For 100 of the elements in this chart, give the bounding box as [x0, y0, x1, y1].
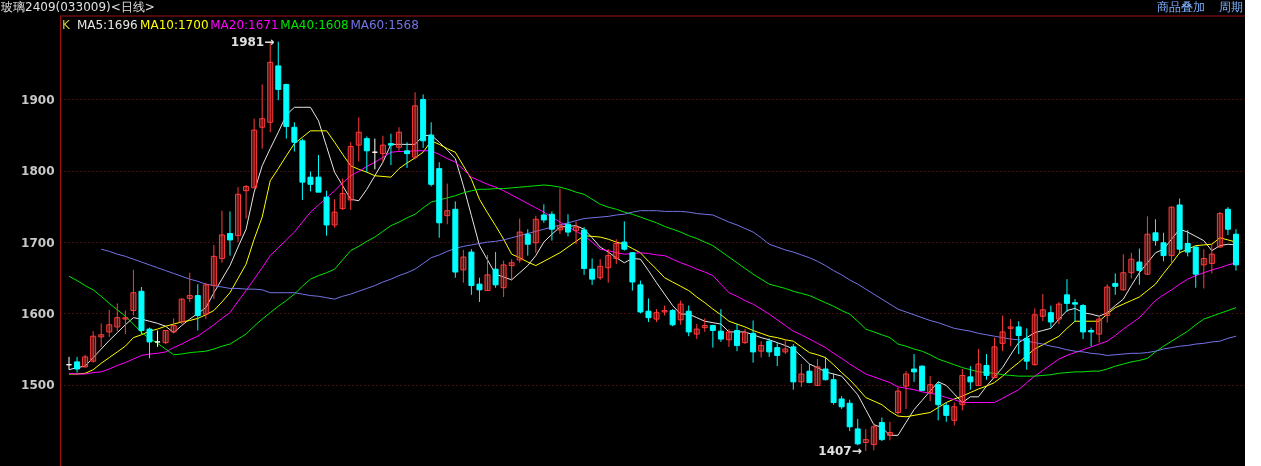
candlestick [991, 337, 998, 379]
candlestick [1063, 278, 1070, 313]
candlestick [1023, 327, 1030, 371]
candlestick [975, 348, 982, 387]
candlestick [1144, 215, 1151, 276]
y-tick-label: 1500 [21, 378, 55, 393]
candlestick [1039, 293, 1046, 322]
y-tick-label: 1900 [21, 92, 55, 107]
candlestick [597, 258, 604, 281]
candlestick [379, 135, 386, 163]
candlestick [693, 323, 700, 340]
candlestick [122, 310, 129, 335]
chart-title: 玻璃2409(033009)<日线> [1, 0, 155, 14]
candlestick [605, 248, 612, 284]
candlestick [725, 328, 732, 348]
candlestick [106, 309, 113, 338]
candlestick [82, 354, 89, 369]
candlestick [935, 381, 942, 421]
candlestick [114, 302, 121, 332]
candlestick [484, 254, 491, 292]
candlestick [1104, 283, 1111, 324]
candlestick [750, 320, 757, 364]
text: MA10:1700 [140, 18, 209, 32]
candlestick [846, 399, 853, 432]
candlestick [460, 249, 467, 284]
candlestick [202, 282, 209, 320]
candlestick [508, 258, 515, 282]
candlestick [162, 330, 169, 345]
annotation: 1407→ [818, 444, 862, 459]
candlestick [774, 342, 781, 367]
candlestick [1168, 205, 1175, 264]
candlestick [130, 269, 137, 317]
candlestick [999, 315, 1006, 352]
candlestick [404, 141, 411, 169]
candlestick [339, 178, 346, 211]
candlestick [532, 215, 539, 254]
candlestick [218, 210, 225, 264]
candlestick [717, 308, 724, 343]
candlestick [98, 322, 105, 348]
candlestick [178, 297, 185, 325]
candlestick [226, 210, 233, 257]
candlestick [235, 186, 242, 243]
candlestick [1072, 298, 1079, 323]
candlestick [90, 330, 97, 364]
candlestick [959, 368, 966, 411]
candlestick [589, 257, 596, 286]
candlestick [734, 323, 740, 352]
annotation: 1981→ [230, 34, 275, 49]
candlestick [524, 228, 531, 257]
candlestick [500, 260, 507, 298]
candlestick [661, 305, 668, 317]
candlestick [621, 220, 628, 252]
legend-title: K [62, 18, 71, 32]
candlestick [243, 184, 250, 220]
candlestick [565, 213, 571, 237]
candlestick [886, 421, 893, 441]
candlestick [1088, 327, 1095, 347]
candlestick [412, 91, 419, 160]
candlestick [556, 188, 563, 235]
candlestick [1047, 305, 1054, 329]
candlestick [927, 375, 934, 402]
candlestick [1055, 301, 1062, 325]
candlestick [798, 363, 805, 388]
candlestick [1152, 218, 1159, 247]
candlestick [275, 41, 282, 101]
candlestick [870, 422, 877, 451]
candlestick [1224, 206, 1231, 236]
candlestick [613, 238, 620, 265]
candlestick [653, 308, 660, 323]
candlestick [951, 402, 958, 426]
candlestick [983, 353, 990, 381]
candlestick [911, 353, 918, 383]
candlestick [766, 337, 773, 358]
text: MA5:1696 [76, 18, 138, 32]
text: MA40:1608 [280, 18, 349, 32]
candlestick [355, 116, 362, 162]
candlestick [363, 136, 370, 173]
candlestick [1216, 211, 1223, 249]
candlestick [186, 272, 193, 303]
candlestick [854, 418, 861, 446]
candlestick [210, 244, 217, 300]
candlestick [1112, 272, 1119, 296]
candlestick [492, 251, 499, 289]
candlestick [1184, 229, 1191, 257]
candlestick [1031, 307, 1038, 366]
candlestick [943, 402, 950, 423]
candlestick [1015, 320, 1022, 355]
text: 商品叠加 [1157, 0, 1205, 14]
y-tick-label: 1700 [21, 235, 55, 250]
candlestick [903, 370, 910, 410]
candlestick [862, 428, 869, 452]
candlestick [677, 300, 684, 326]
candlestick [548, 210, 555, 242]
text: 周期 [1219, 0, 1243, 14]
candlestick [701, 317, 708, 333]
candlestick [347, 141, 354, 211]
candlestick [894, 387, 901, 416]
candlestick [1208, 243, 1215, 274]
candlestick [444, 183, 451, 225]
candlestick [1007, 318, 1014, 347]
